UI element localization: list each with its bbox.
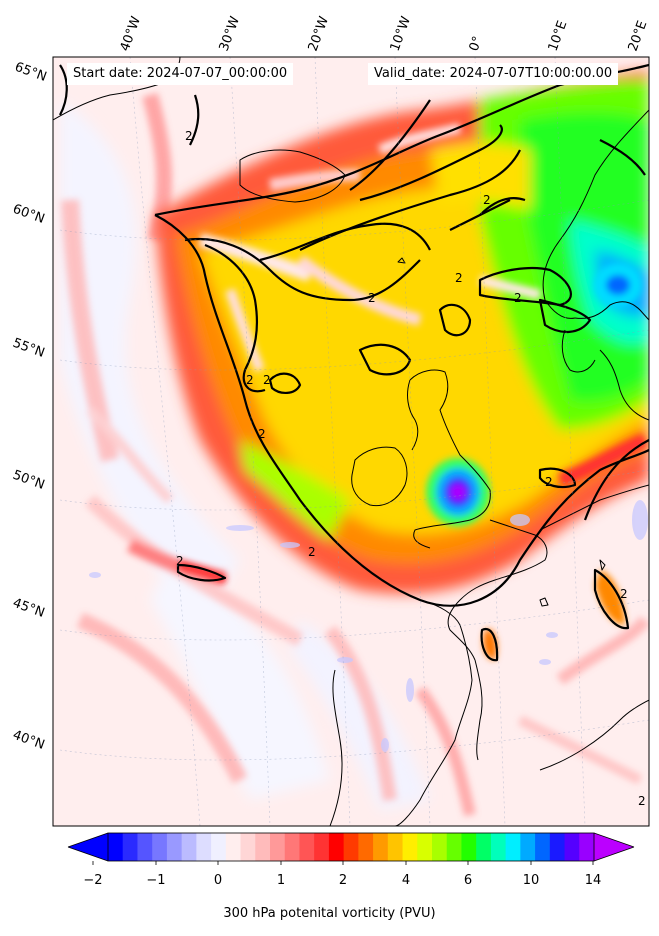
lat-label-50n: 50°N (11, 468, 47, 493)
colorbar-cell (373, 833, 389, 861)
colorbar-cell (535, 833, 551, 861)
contour-label: 2 (638, 794, 646, 808)
colorbar-title: 300 hPa potenital vorticity (PVU) (223, 906, 436, 921)
colorbar-cell (417, 833, 433, 861)
colorbar-tick-label: 4 (402, 873, 410, 888)
lon-label-20w: 20°W (306, 14, 332, 53)
contour-label: 2 (620, 587, 628, 601)
colorbar-cell (270, 833, 286, 861)
colorbar-cell (358, 833, 374, 861)
colorbar-cell (166, 833, 183, 861)
lon-label-0: 0° (467, 34, 486, 53)
colorbar-cell (387, 833, 404, 861)
lon-label-10w: 10°W (388, 14, 414, 53)
contour-label: 2 (263, 373, 271, 387)
valid-date-label: Valid_date: 2024-07-07T10:00:00.00 (368, 63, 619, 85)
colorbar-cell (446, 833, 462, 861)
contour-label: 2 (185, 129, 193, 143)
colorbar-cell (520, 833, 536, 861)
contour-label: 2 (514, 291, 522, 305)
contour-label: 2 (258, 427, 266, 441)
colorbar-frame (107, 832, 595, 862)
colorbar-cell (137, 833, 153, 861)
colorbar-tick-label: 6 (464, 873, 472, 888)
colorbar-tick-label: 14 (585, 873, 602, 888)
contour-label: 2 (368, 291, 376, 305)
colorbar-cell (432, 833, 448, 861)
lon-label-40w: 40°W (118, 14, 144, 53)
colorbar-tick-label: −1 (146, 873, 165, 888)
contour-label: 2 (176, 554, 184, 568)
colorbar-over-arrow (594, 833, 634, 861)
start-date-label: Start date: 2024-07-07_00:00:00 (67, 63, 294, 85)
contour-label: 2 (455, 271, 463, 285)
pv-2-contours (59, 63, 649, 662)
colorbar-cell (343, 833, 359, 861)
colorbar-cell (225, 833, 242, 861)
pv-max-england (426, 458, 490, 526)
colorbar-cell (122, 833, 138, 861)
coastlines (53, 57, 649, 826)
colorbar-tick-label: 2 (339, 873, 347, 888)
colorbar-cell (402, 833, 418, 861)
contour-labels: 2 2 2 2 2 2 2 2 2 2 2 2 2 (176, 129, 646, 808)
longitude-labels: 40°W 30°W 20°W 10°W 0° 10°E 20°E (118, 14, 651, 53)
colorbar-tick-label: 0 (214, 873, 222, 888)
pv-negative-patches (89, 500, 648, 752)
pv-low-field (60, 100, 430, 810)
map-panel: 2 2 2 2 2 2 2 2 2 2 2 2 2 (53, 57, 649, 826)
lat-label-40n: 40°N (11, 728, 47, 753)
colorbar-tick-label: 1 (277, 873, 285, 888)
lat-label-45n: 45°N (11, 596, 47, 621)
pv-max-baltic (594, 263, 642, 307)
map-frame (52, 56, 650, 827)
colorbar-cell (564, 833, 580, 861)
contour-label: 2 (308, 545, 316, 559)
colorbar-cell (476, 833, 492, 861)
colorbar-cells (108, 833, 595, 861)
colorbar-cell (314, 833, 330, 861)
colorbar-under-arrow (68, 833, 108, 861)
lat-label-60n: 60°N (11, 202, 47, 227)
lat-label-65n: 65°N (13, 60, 49, 85)
colorbar-ticks (92, 861, 594, 865)
colorbar-cell (240, 833, 256, 861)
colorbar-cell (255, 833, 271, 861)
lon-label-20e: 20°E (626, 19, 651, 54)
contour-label: 2 (483, 193, 491, 207)
pv-high-field (155, 70, 649, 594)
colorbar-cell (284, 833, 300, 861)
colorbar-tick-label: 10 (523, 873, 540, 888)
colorbar-cell (181, 833, 197, 861)
colorbar-cell (152, 833, 168, 861)
latitude-labels: 65°N 60°N 55°N 50°N 45°N 40°N (11, 60, 49, 753)
colorbar-cell (196, 833, 212, 861)
graticule (59, 57, 649, 826)
lon-label-10e: 10°E (546, 19, 571, 54)
colorbar-cell (328, 833, 345, 861)
contour-label: 2 (246, 373, 254, 387)
colorbar-cell (108, 833, 124, 861)
colorbar-cell (461, 833, 477, 861)
contour-label: 2 (545, 475, 553, 489)
pv-inner-streaks (198, 123, 542, 372)
colorbar-tick-labels: −2 −1 0 1 2 4 6 10 14 (83, 873, 601, 888)
colorbar-cell (505, 833, 521, 861)
colorbar-cell (549, 833, 566, 861)
lat-label-55n: 55°N (11, 336, 47, 361)
colorbar: −2 −1 0 1 2 4 6 10 14 (67, 832, 635, 888)
colorbar-cell (579, 833, 595, 861)
lon-label-30w: 30°W (217, 14, 243, 53)
colorbar-tick-label: −2 (83, 873, 102, 888)
colorbar-cell (490, 833, 507, 861)
colorbar-cell (299, 833, 315, 861)
colorbar-cell (211, 833, 227, 861)
